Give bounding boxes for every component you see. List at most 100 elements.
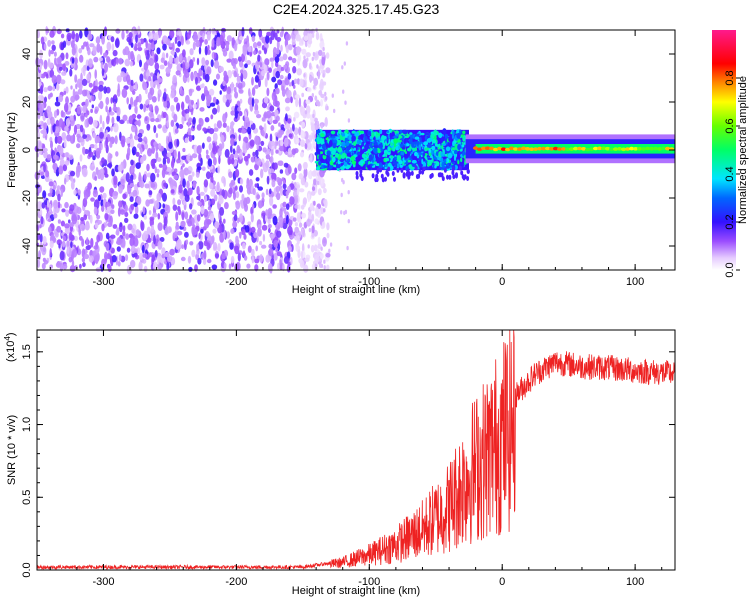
noise-cell [170,84,177,92]
noise-cell [104,173,109,178]
noise-cell [61,208,66,213]
noise-cell [301,48,307,55]
noise-cell [226,125,230,133]
noise-cell [205,231,210,237]
noise-cell [192,57,196,62]
noise-cell [269,37,273,45]
noise-cell [265,188,269,196]
noise-cell [276,132,282,138]
noise-cell [304,181,309,188]
noise-cell [273,252,278,261]
colorbar-tick-label: 0.6 [724,118,736,133]
noise-cell [233,191,236,201]
snr-y-label: SNR (10 * v/v) [6,415,18,485]
noise-cell [77,88,83,95]
onset-cell [332,142,337,149]
carrier-cell [537,146,543,151]
noise-cell [58,145,64,156]
noise-cell [40,73,46,79]
onset-cell [424,160,428,164]
noise-cell [210,102,216,107]
noise-cell [282,183,287,190]
noise-cell [257,227,262,237]
onset-cell [337,159,340,165]
noise-cell [271,179,276,188]
noise-cell [181,211,185,221]
noise-cell [102,120,105,130]
noise-cell [218,195,224,205]
noise-cell [199,191,205,196]
noise-cell [148,104,154,112]
noise-cell [342,89,345,94]
onset-cell [353,140,357,147]
noise-cell [301,37,304,45]
noise-cell [214,221,220,229]
noise-cell [216,120,222,129]
onset-cell [326,150,331,156]
noise-cell [168,141,173,149]
onset-cell [332,157,336,163]
noise-cell [41,262,46,270]
noise-cell [74,94,80,101]
onset-cell [443,167,447,173]
noise-cell [211,235,215,244]
x-tick-label: -300 [92,276,114,288]
noise-cell [181,101,185,111]
noise-cell [42,235,47,245]
noise-cell [188,29,192,36]
noise-cell [241,53,245,63]
onset-cell [357,151,361,156]
noise-cell [234,168,240,178]
noise-cell [189,155,193,161]
noise-cell [325,67,331,74]
noise-cell [83,191,89,200]
noise-cell [128,38,132,46]
noise-cell [176,158,181,164]
onset-cell [335,152,339,158]
onset-cell [342,136,345,141]
noise-cell [148,199,154,204]
onset-cell [378,143,383,149]
noise-cell [165,114,169,123]
noise-cell [132,189,138,197]
noise-cell [241,229,246,236]
noise-cell [234,185,238,191]
noise-cell [147,237,152,243]
noise-cell [146,99,150,105]
onset-cell [355,171,359,176]
carrier-cell [645,146,651,151]
noise-cell [187,118,190,128]
noise-cell [157,255,160,265]
noise-cell [247,97,253,106]
noise-cell [151,145,156,154]
noise-cell [217,165,221,174]
noise-cell [304,257,310,262]
noise-cell [141,258,144,264]
noise-cell [43,43,47,50]
noise-cell [148,31,154,40]
noise-cell [211,38,215,48]
noise-cell [139,59,142,68]
noise-cell [87,244,91,250]
noise-cell [53,51,57,57]
noise-cell [70,85,73,90]
onset-cell [402,172,406,178]
carrier-cell [601,146,607,151]
noise-cell [148,190,153,196]
noise-cell [317,236,321,246]
noise-cell [117,261,121,267]
noise-cell [310,123,316,132]
noise-cell [219,90,222,95]
noise-cell [299,151,305,158]
noise-cell [262,233,266,242]
noise-cell [222,113,227,124]
noise-cell [243,255,248,261]
noise-cell [56,74,62,85]
noise-cell [342,180,345,185]
x-tick-label: -200 [225,576,247,588]
onset-cell [371,132,374,138]
noise-cell [52,162,58,171]
noise-cell [267,224,272,229]
noise-cell [78,81,83,91]
noise-cell [111,168,115,177]
